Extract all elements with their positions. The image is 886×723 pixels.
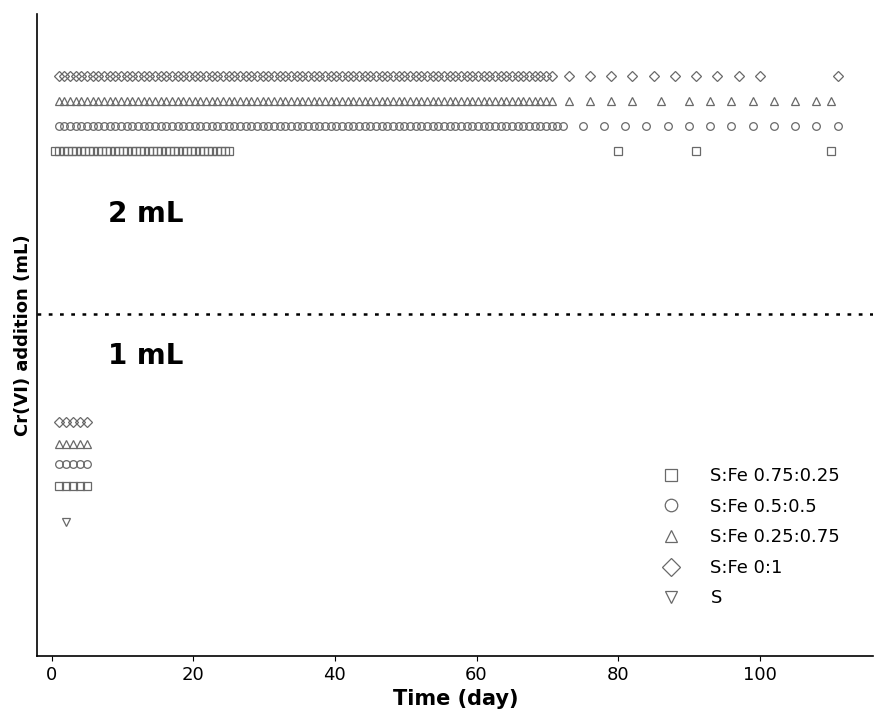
Legend: S:Fe 0.75:0.25, S:Fe 0.5:0.5, S:Fe 0.25:0.75, S:Fe 0:1, S: S:Fe 0.75:0.25, S:Fe 0.5:0.5, S:Fe 0.25:…	[645, 460, 846, 615]
X-axis label: Time (day): Time (day)	[392, 689, 517, 709]
Y-axis label: Cr(VI) addition (mL): Cr(VI) addition (mL)	[14, 234, 32, 436]
Text: 2 mL: 2 mL	[108, 200, 183, 228]
Text: 1 mL: 1 mL	[108, 342, 183, 370]
